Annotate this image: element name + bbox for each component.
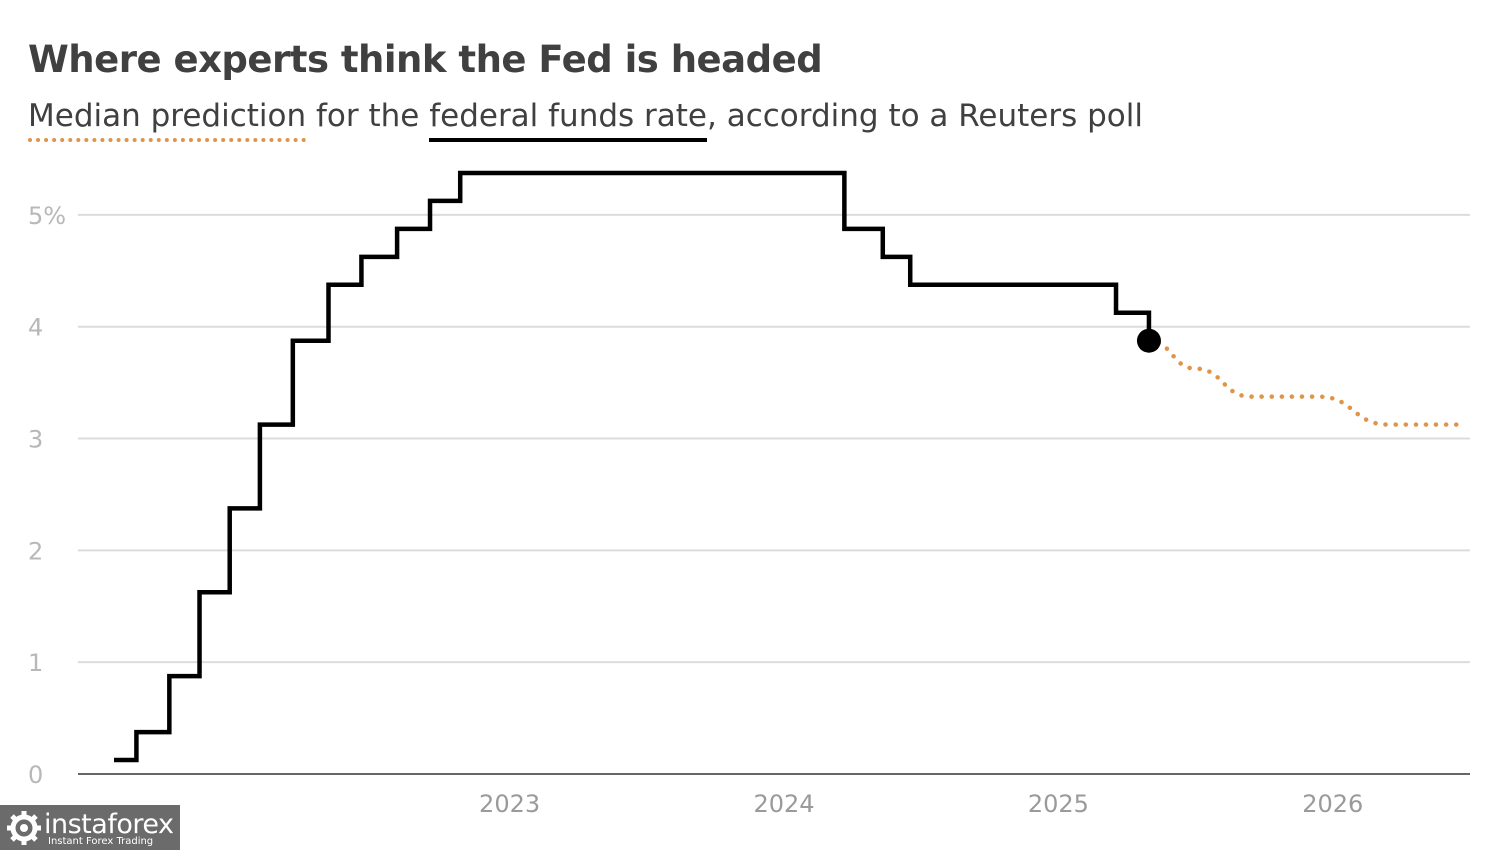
y-tick-label-3: 3 (28, 426, 43, 454)
logo-brand: instaforex (44, 809, 174, 840)
x-tick-label-2023: 2023 (479, 790, 540, 818)
legend-median-prediction: Median prediction (28, 98, 307, 142)
y-tick-label-0: 0 (28, 761, 43, 789)
series-federal-funds-rate-line (114, 170, 1152, 763)
subtitle-text-connector: for the (306, 98, 430, 134)
current-rate-marker (1136, 328, 1161, 353)
x-tick-label-2026: 2026 (1302, 790, 1363, 818)
x-tick-label-2024: 2024 (753, 790, 814, 818)
gear-icon (7, 811, 41, 845)
x-tick-label-2025: 2025 (1028, 790, 1089, 818)
y-tick-label-1: 1 (28, 649, 43, 677)
subtitle-text-source: , according to a Reuters poll (707, 98, 1143, 134)
y-tick-label-5: 5% (28, 202, 66, 230)
legend-federal-funds-rate: federal funds rate (429, 98, 708, 142)
y-tick-label-2: 2 (28, 537, 43, 565)
logo-tagline: Instant Forex Trading (48, 836, 154, 847)
x-axis-labels: 2023 2024 2025 2026 (479, 790, 1363, 818)
chart-title: Where experts think the Fed is headed (28, 38, 823, 81)
instaforex-logo: instaforex Instant Forex Trading (0, 805, 180, 850)
series-group (114, 170, 1465, 763)
y-tick-label-4: 4 (28, 314, 43, 342)
series-median-prediction-line (1146, 338, 1465, 427)
grid-lines (78, 213, 1470, 775)
y-axis-labels: 0 1 2 3 4 5% (28, 202, 66, 789)
chart-subtitle: Median prediction for the federal funds … (28, 98, 1143, 142)
